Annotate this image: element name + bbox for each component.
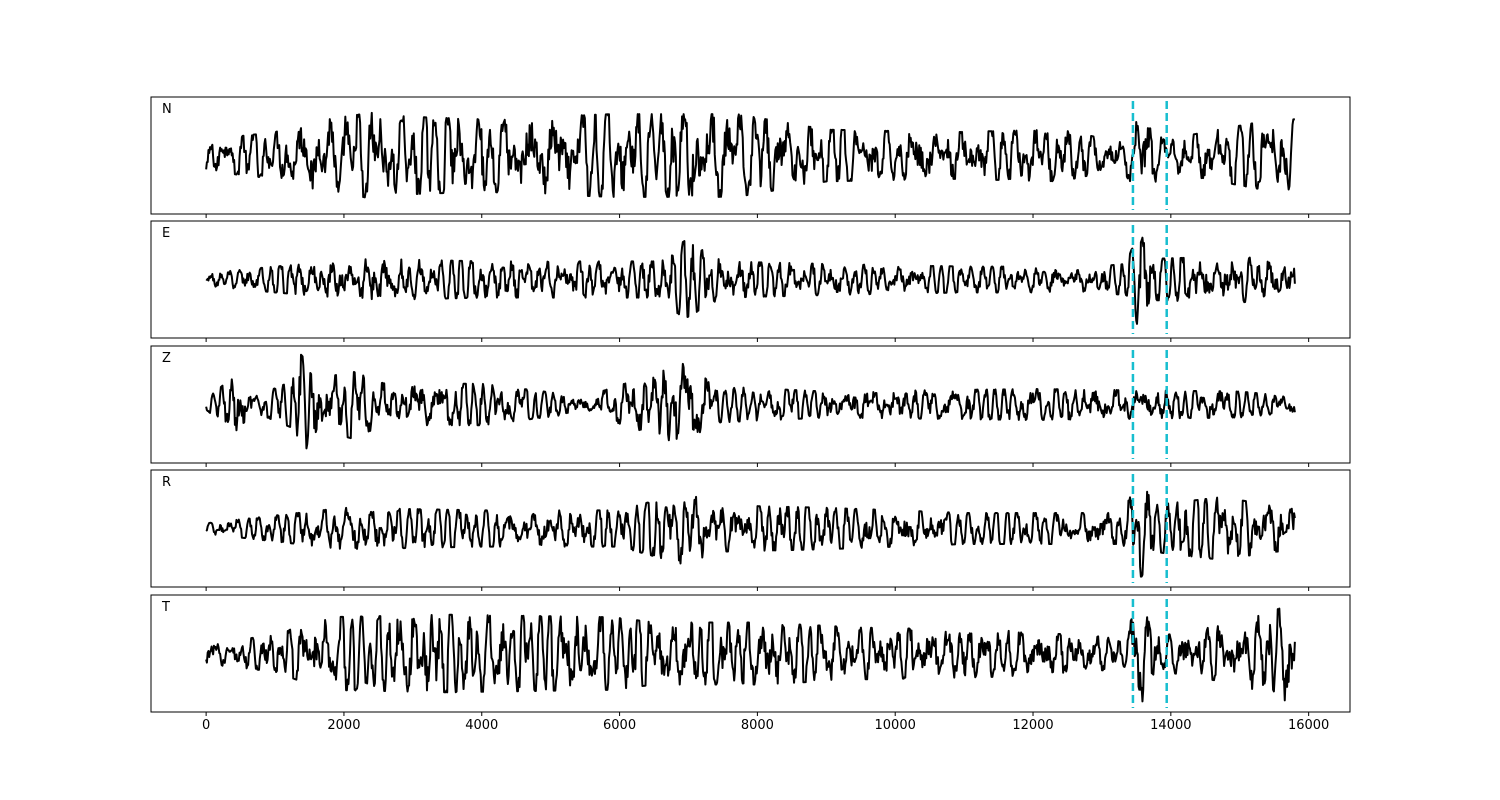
x-tick-label: 2000 xyxy=(327,718,360,733)
x-tick-label: 6000 xyxy=(603,718,636,733)
panel-frame xyxy=(150,345,1351,464)
panel-label-r: R xyxy=(162,475,171,490)
panel-label-t: T xyxy=(161,600,170,615)
x-tick-label: 10000 xyxy=(875,718,916,733)
trace-e xyxy=(205,236,1296,325)
panel-t: T xyxy=(150,594,1351,716)
panel-r: R xyxy=(150,469,1351,591)
panel-frame xyxy=(150,469,1351,588)
x-tick-label: 16000 xyxy=(1288,718,1329,733)
x-tick-label: 4000 xyxy=(465,718,498,733)
panel-z: Z xyxy=(150,345,1351,467)
trace-z xyxy=(205,353,1296,450)
panel-label-z: Z xyxy=(162,351,171,366)
trace-r xyxy=(205,490,1296,578)
panel-frame xyxy=(150,594,1351,713)
panel-e: E xyxy=(150,220,1351,342)
panel-label-n: N xyxy=(162,102,172,117)
panel-frame xyxy=(150,96,1351,215)
panel-label-e: E xyxy=(162,226,170,241)
trace-t xyxy=(205,607,1296,703)
trace-n xyxy=(205,111,1296,199)
panels-layer: N E Z R T 0 2000 4000 6000 8000 10000 12000 14000 160… xyxy=(150,96,1351,733)
x-tick-label: 0 xyxy=(202,718,210,733)
x-tick-label: 14000 xyxy=(1150,718,1191,733)
x-tick-label: 12000 xyxy=(1012,718,1053,733)
x-tick-label: 8000 xyxy=(741,718,774,733)
panel-frame xyxy=(150,220,1351,339)
panel-n: N xyxy=(150,96,1351,218)
